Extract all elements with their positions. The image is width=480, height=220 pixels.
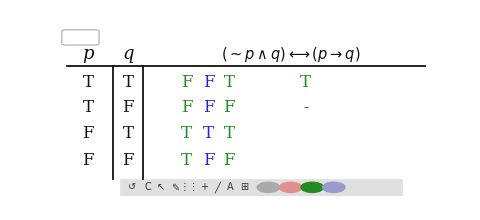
- Text: ╱: ╱: [214, 182, 220, 193]
- Text: F: F: [180, 74, 192, 91]
- Text: T: T: [83, 99, 94, 116]
- Circle shape: [301, 182, 324, 192]
- Text: F: F: [82, 125, 94, 142]
- Text: F: F: [122, 152, 134, 169]
- Text: F: F: [224, 152, 235, 169]
- Text: F: F: [82, 152, 94, 169]
- Text: T: T: [181, 152, 192, 169]
- Text: ⊞: ⊞: [240, 182, 248, 192]
- Text: T: T: [122, 125, 133, 142]
- Text: ⋮⋮: ⋮⋮: [180, 182, 199, 192]
- Text: F: F: [180, 99, 192, 116]
- Text: T: T: [83, 74, 94, 91]
- Text: T: T: [181, 125, 192, 142]
- Text: A: A: [227, 182, 234, 192]
- Text: T: T: [300, 74, 311, 91]
- Text: F: F: [224, 99, 235, 116]
- Text: T: T: [122, 74, 133, 91]
- Text: q: q: [122, 45, 134, 63]
- Text: +: +: [200, 182, 207, 192]
- Text: -: -: [303, 101, 308, 115]
- Text: F: F: [122, 99, 134, 116]
- Circle shape: [279, 182, 302, 192]
- Text: ↺: ↺: [129, 182, 137, 192]
- Text: T: T: [224, 74, 235, 91]
- Bar: [120, 179, 402, 196]
- Text: ✎: ✎: [171, 182, 180, 192]
- Text: T: T: [204, 125, 214, 142]
- Text: F: F: [203, 152, 215, 169]
- Text: $(\sim p \wedge q) \longleftrightarrow (p \to q)$: $(\sim p \wedge q) \longleftrightarrow (…: [221, 45, 360, 64]
- FancyBboxPatch shape: [62, 30, 99, 45]
- Text: F: F: [203, 99, 215, 116]
- Text: p: p: [82, 45, 94, 63]
- Text: F: F: [203, 74, 215, 91]
- Text: ↖: ↖: [157, 182, 165, 192]
- Text: T: T: [224, 125, 235, 142]
- Text: C: C: [144, 182, 151, 192]
- Circle shape: [323, 182, 345, 192]
- Circle shape: [257, 182, 279, 192]
